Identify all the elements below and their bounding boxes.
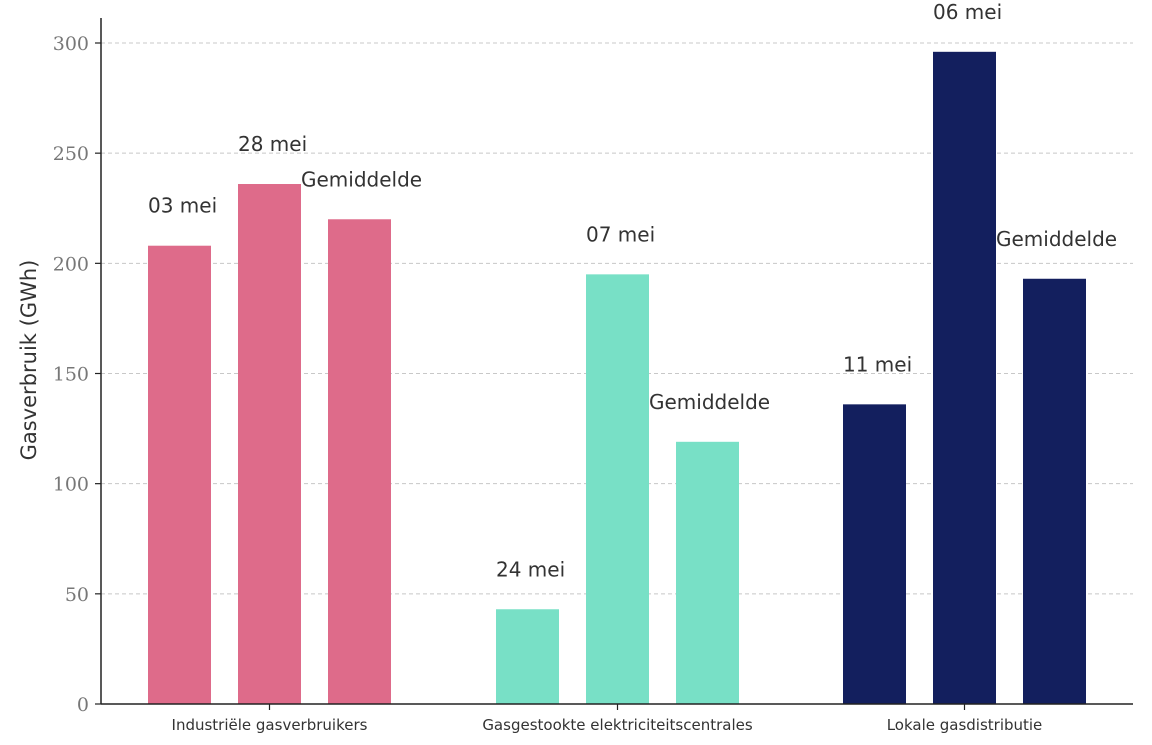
bar <box>676 441 739 704</box>
bar <box>586 274 649 704</box>
y-tick-label: 250 <box>53 143 89 165</box>
bar-label: 07 mei <box>586 222 655 246</box>
bar-label: 11 mei <box>843 352 912 376</box>
bar <box>1023 278 1086 704</box>
bar <box>238 184 301 705</box>
bar-label: 28 mei <box>238 132 307 156</box>
y-axis-label: Gasverbruik (GWh) <box>17 260 41 461</box>
bars <box>148 51 1086 705</box>
bar-label: Gemiddelde <box>996 227 1117 251</box>
bar-label: 03 mei <box>148 194 217 218</box>
y-tick-label: 100 <box>53 474 89 496</box>
bar-label: 06 mei <box>933 0 1002 24</box>
bar-label: Gemiddelde <box>649 390 770 414</box>
y-tick-label: 150 <box>53 364 89 386</box>
x-tick-label: Industriële gasverbruikers <box>172 716 368 734</box>
y-tick-label: 50 <box>65 584 89 606</box>
bar <box>496 609 559 704</box>
bar <box>933 51 996 704</box>
bar <box>843 404 906 704</box>
y-tick-label: 200 <box>53 253 89 275</box>
x-axis-ticks: Industriële gasverbruikers Gasgestookte e… <box>172 704 1043 734</box>
y-tick-label: 0 <box>77 694 89 716</box>
bar-label: 24 mei <box>496 557 565 581</box>
y-tick-label: 300 <box>53 33 89 55</box>
x-tick-label: Gasgestookte elektriciteitscentrales <box>482 716 753 734</box>
bar <box>148 245 211 704</box>
bar <box>328 219 391 704</box>
bar-labels: 03 mei 28 mei Gemiddelde 24 mei 07 mei Gemidd… <box>148 0 1117 581</box>
bar-label: Gemiddelde <box>301 167 422 191</box>
x-tick-label: Lokale gasdistributie <box>887 716 1043 734</box>
y-axis-ticks: 0 50 100 150 200 250 300 <box>53 33 101 716</box>
